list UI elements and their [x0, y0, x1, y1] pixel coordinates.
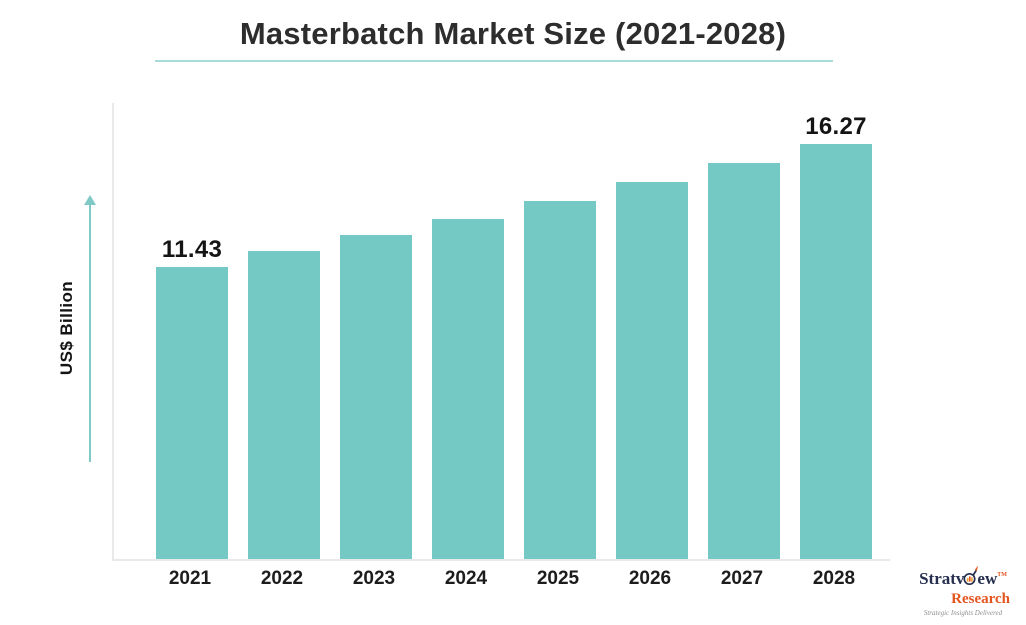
- x-tick-2025: 2025: [536, 568, 580, 589]
- bar-2021: [156, 267, 228, 559]
- x-tick-2028: 2028: [812, 568, 856, 589]
- x-tick-2027: 2027: [720, 568, 764, 589]
- chart-title: Masterbatch Market Size (2021-2028): [239, 16, 787, 51]
- bars-group: 11.43 16.27: [156, 115, 872, 559]
- bar-column-2024: [432, 219, 504, 559]
- bar-2026: [616, 182, 688, 559]
- x-tick-2022: 2022: [260, 568, 304, 589]
- x-tick-2024: 2024: [444, 568, 488, 589]
- y-axis-arrow-line: [89, 204, 91, 462]
- trademark-symbol: TM: [997, 572, 1007, 579]
- x-tick-2021: 2021: [168, 568, 212, 589]
- bar-column-2028: 16.27: [800, 115, 872, 559]
- magnifier-bar-chart-icon: [963, 565, 979, 591]
- bar-2022: [248, 251, 320, 559]
- logo-name-pre: Stratv: [919, 569, 965, 589]
- bar-2028: [800, 144, 872, 559]
- bar-column-2027: [708, 163, 780, 559]
- bar-value-label-2021: 11.43: [161, 236, 223, 263]
- y-axis-label: US$ Billion: [57, 280, 76, 376]
- logo-wordmark: Stratv ewTM: [906, 565, 1020, 591]
- x-axis-tick-labels: 2021 2022 2023 2024 2025 2026 2027 2028: [154, 568, 870, 590]
- x-tick-2023: 2023: [352, 568, 396, 589]
- plot-area: 11.43 16.27: [112, 103, 890, 561]
- bar-column-2026: [616, 182, 688, 559]
- logo-tagline: Strategic Insights Delivered: [923, 608, 1003, 617]
- arrow-up-icon: [84, 195, 96, 205]
- bar-column-2025: [524, 201, 596, 559]
- bar-2024: [432, 219, 504, 559]
- bar-column-2022: [248, 251, 320, 559]
- logo-name-post: ew: [977, 569, 998, 589]
- x-tick-2026: 2026: [628, 568, 672, 589]
- title-underline: [155, 60, 833, 62]
- logo-research-text: Research: [951, 590, 1010, 607]
- bar-2025: [524, 201, 596, 559]
- bar-column-2023: [340, 235, 412, 559]
- stratview-research-logo: Stratv ewTM Research Strategic Insights …: [906, 565, 1020, 617]
- bar-column-2021: 11.43: [156, 238, 228, 559]
- bar-value-label-2028: 16.27: [805, 113, 867, 140]
- bar-2027: [708, 163, 780, 559]
- bar-2023: [340, 235, 412, 559]
